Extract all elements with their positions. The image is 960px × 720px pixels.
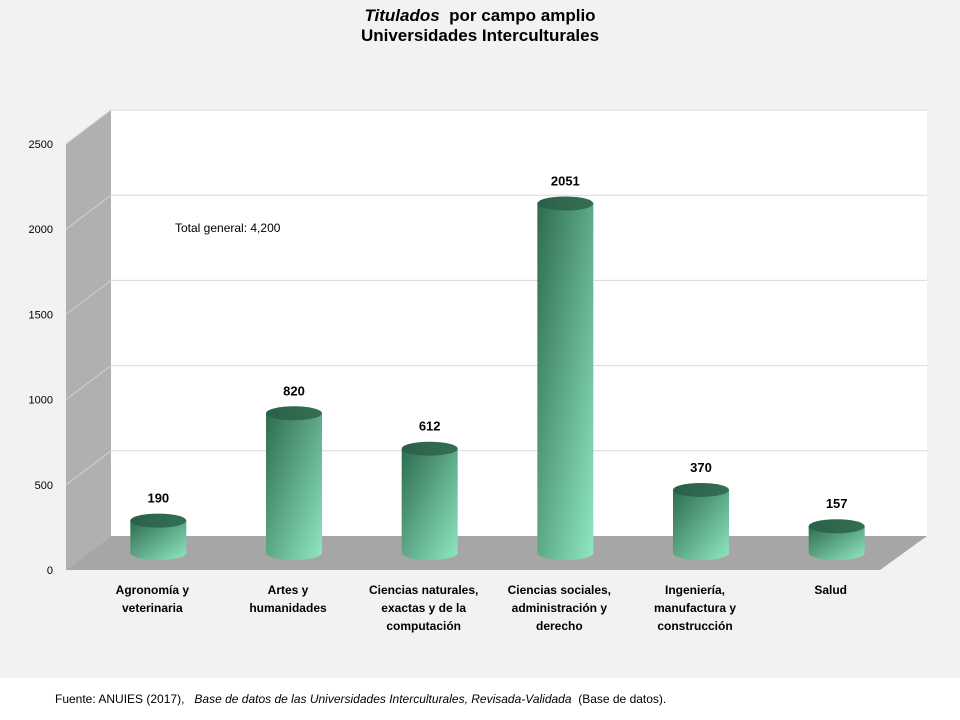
bar [673,482,729,560]
total-annotation: Total general: 4,200 [175,221,281,235]
x-tick-label-line: Salud [814,583,847,597]
data-label: 190 [147,491,169,506]
x-tick-label-line: construcción [657,619,732,633]
x-tick-label-line: Artes y [268,583,309,597]
bar [537,196,594,561]
bar [266,406,322,560]
back-wall [111,110,927,536]
x-tick-label: Salud [814,583,847,597]
gridline-side [65,365,112,400]
x-tick-label-line: Agronomía y [116,583,190,597]
bar-cap [130,513,187,528]
x-tick-label-line: Ciencias sociales, [508,583,611,597]
source-note: Fuente: ANUIES (2017), Base de datos de … [55,692,666,706]
x-tick-label-line: derecho [536,619,583,633]
x-tick-label-line: exactas y de la [381,601,466,615]
bar-chart: 0 500 1000 1500 2000 2500 Total general: 4,20… [29,109,927,633]
x-tick-label: Ingeniería, manufactura y construcción [654,583,736,633]
bar-cap [673,482,729,497]
data-label: 157 [826,496,848,511]
bar-body [266,413,322,560]
bar-cap [537,196,594,211]
title-line-2: Universidades Interculturales [360,26,600,45]
title-line-1: Titulados por campo amplio [0,6,960,26]
gridline-side [65,280,112,315]
x-tick-label: Ciencias sociales, administración y derech… [508,583,611,633]
bar [130,513,187,560]
data-label: 2051 [551,174,580,189]
y-tick-label: 2500 [29,139,53,151]
x-tick-label: Agronomía y veterinaria [116,583,190,615]
side-wall [66,110,111,570]
source-prefix: Fuente: ANUIES (2017), [55,692,185,706]
chart-title: Titulados por campo amplio Universidades… [0,6,960,46]
bar-body [401,448,458,560]
bar-body [673,489,729,560]
gridline-side [65,109,112,145]
bar [808,519,865,560]
title-italic-part: Titulados [364,6,440,25]
y-tick-label: 2000 [29,224,53,236]
bar [401,441,458,560]
source-italic: Base de datos de las Universidades Inter… [194,692,572,706]
x-tick-label: Artes y humanidades [249,583,327,615]
bar-body [537,203,594,561]
bar-cap [266,406,322,421]
bar-body [130,520,187,560]
bar-body [808,526,865,560]
y-tick-label: 1500 [29,309,53,321]
y-tick-label: 500 [35,480,53,492]
data-label: 370 [690,460,712,475]
x-tick-label: Ciencias naturales, exactas y de la comput… [369,583,478,633]
source-suffix: (Base de datos). [578,692,667,706]
title-rest-part: por campo amplio [449,6,596,25]
y-tick-label: 1000 [29,395,53,407]
y-tick-label: 0 [47,565,53,577]
gridline-side [65,450,112,486]
data-label: 612 [419,419,441,434]
gridline-side [65,194,112,230]
data-label: 820 [283,383,305,398]
x-tick-label-line: Ingeniería, [665,583,725,597]
x-tick-label-line: veterinaria [122,601,183,615]
x-tick-label-line: administración y [512,601,608,615]
bar-cap [401,441,458,456]
floor [66,536,927,570]
footer: Fuente: ANUIES (2017), Base de datos de … [0,678,960,720]
bar-cap [808,519,865,534]
x-tick-label-line: Ciencias naturales, [369,583,478,597]
x-tick-label-line: manufactura y [654,601,736,615]
x-tick-label-line: humanidades [249,601,327,615]
x-tick-label-line: computación [386,619,461,633]
